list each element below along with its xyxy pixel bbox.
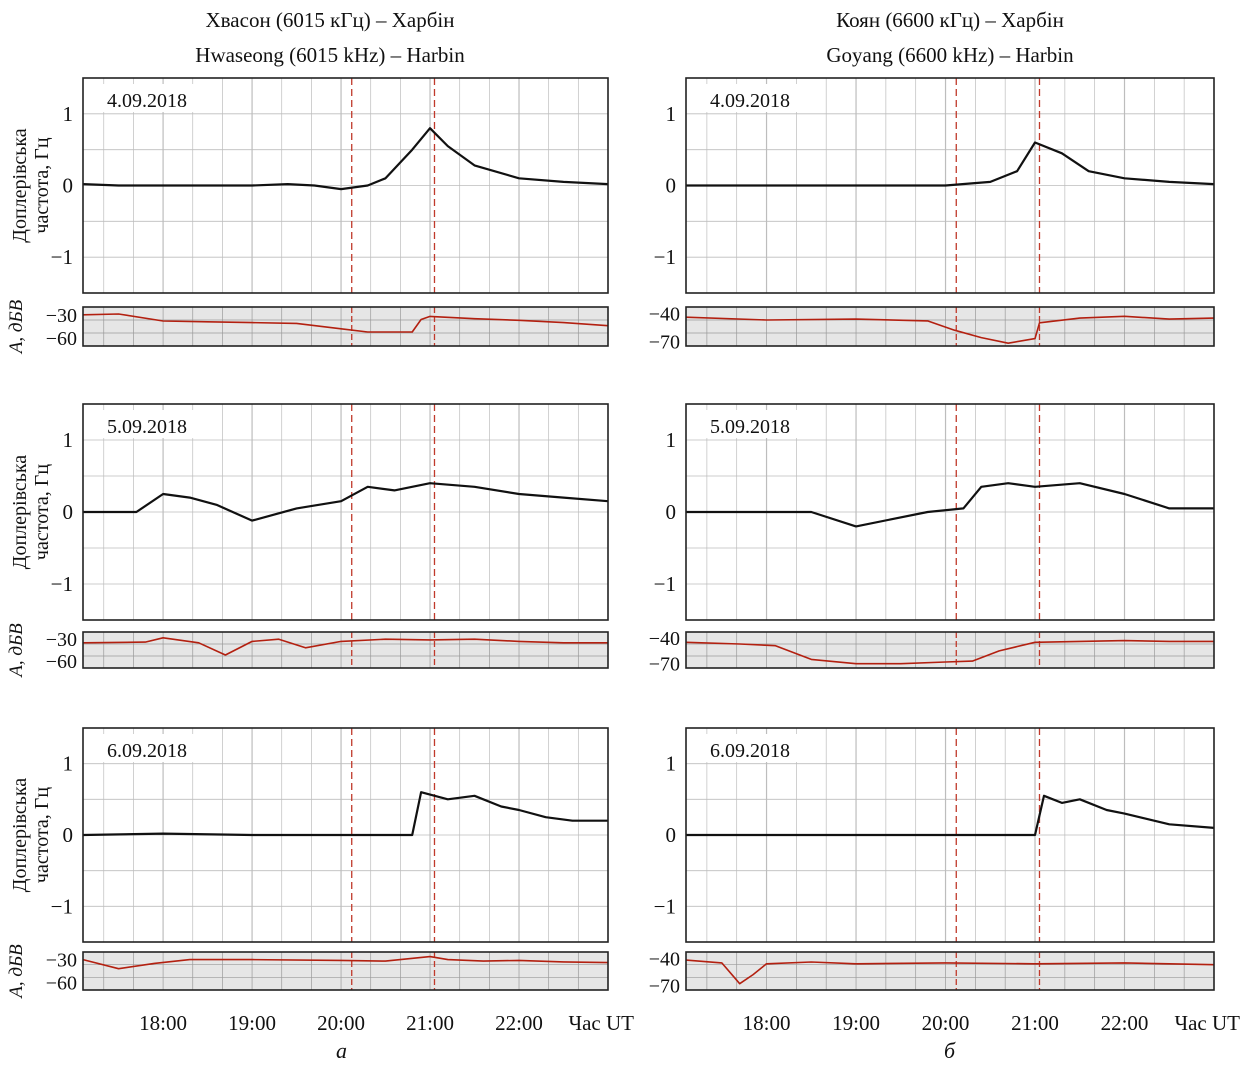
panel-right-1-doppler-tick: 0: [666, 174, 677, 198]
panel-left-3-x-tick: 21:00: [406, 1011, 454, 1035]
right-title-line2: Goyang (6600 kHz) – Harbin: [826, 43, 1074, 67]
panel-right-3-x-tick: 18:00: [743, 1011, 791, 1035]
panel-left-2-date-label: 5.09.2018: [107, 416, 187, 438]
panel-left-1-doppler-tick: −1: [51, 245, 73, 269]
panel-left-3-amp-tick: −30: [46, 950, 77, 972]
panel-right-1-doppler-line: [686, 141, 1215, 187]
panel-left-1-doppler-line: [82, 127, 609, 191]
panel-right-1-amp-frame: [685, 306, 1215, 347]
panel-left-2-amp-line: [82, 636, 608, 656]
panel-right-2-doppler-tick: −1: [654, 572, 676, 596]
panel-right-2-doppler-line: [686, 482, 1214, 528]
panel-left-3-doppler-ylabel-1: Доплерівська: [9, 778, 31, 892]
panel-left-3-amp-tick: −60: [46, 972, 77, 994]
panel-left-1-doppler-ylabel-2: частота, Гц: [31, 137, 53, 233]
panel-right-1-amp-line: [685, 315, 1215, 345]
panel-right-2-amp-line: [685, 639, 1214, 665]
panel-right-1-doppler-tick: −1: [654, 245, 676, 269]
panel-left-2-doppler-frame: [82, 403, 609, 621]
panel-left-1-date-bg: [101, 84, 213, 112]
panel-left-2-date-bg: [101, 410, 213, 438]
panel-left-2-doppler-line: [83, 482, 609, 522]
panel-left-1-amp-frame: [82, 306, 609, 347]
panel-left-1-date-label: 4.09.2018: [107, 90, 187, 112]
panel-left-3-x-tick: 19:00: [228, 1011, 276, 1035]
panel-left-1-doppler-tick: 0: [63, 174, 74, 198]
panel-right-3-x-tick: 22:00: [1101, 1011, 1149, 1035]
panel-right-1-amp-tick: −70: [649, 331, 680, 353]
panel-left-3-doppler-ylabel-2: частота, Гц: [31, 787, 53, 883]
panel-right-3-doppler-tick: 1: [666, 752, 677, 776]
panel-left-3-amp-bg: [83, 952, 608, 990]
panel-right-1-doppler-tick: 1: [666, 102, 677, 126]
panel-right-1-amp-bg: [686, 307, 1214, 346]
panel-left-2-amp-tick: −30: [46, 629, 77, 651]
panel-left-1-amp-tick: −60: [46, 328, 77, 350]
panel-left-1-amp-bg: [83, 307, 608, 346]
panel-left-3-amp-frame: [82, 951, 609, 991]
panel-right-2-date-bg: [704, 410, 816, 438]
panel-right-3-date-label: 6.09.2018: [710, 740, 790, 762]
panel-left-1-doppler-tick: 1: [63, 102, 74, 126]
panel-right-3-x-tick: 19:00: [832, 1011, 880, 1035]
panel-left-2-amp-bg: [83, 632, 608, 668]
panel-right-2-amp-tick: −70: [649, 654, 680, 676]
column-label-left: а: [336, 1038, 347, 1063]
panel-left-2-doppler-ylabel-1: Доплерівська: [9, 455, 31, 569]
panel-left-3-date-label: 6.09.2018: [107, 740, 187, 762]
panel-left-2-doppler-ylabel-2: частота, Гц: [31, 464, 53, 560]
panel-left-2-amp-ylabel: A, дБВ: [6, 623, 27, 679]
panel-left-2-amp-tick: −60: [46, 651, 77, 673]
panel-right-2-doppler-tick: 0: [666, 500, 677, 524]
panel-left-3-x-tick: 18:00: [139, 1011, 187, 1035]
panel-right-1-date-label: 4.09.2018: [710, 90, 790, 112]
right-title-line1: Коян (6600 кГц) – Харбін: [836, 8, 1064, 32]
panel-right-3-doppler-tick: 0: [666, 823, 677, 847]
panel-left-2-doppler-tick: 1: [63, 428, 74, 452]
panel-right-1-date-bg: [704, 84, 816, 112]
panel-left-1-amp-line: [82, 313, 609, 333]
panel-left-3-doppler-line: [82, 791, 608, 837]
panel-left-3-amp-line: [82, 955, 609, 970]
panel-left-2-amp-frame: [82, 631, 609, 669]
left-title-line1: Хвасон (6015 кГц) – Харбін: [205, 8, 455, 32]
panel-left-1-amp-ylabel: A, дБВ: [6, 299, 27, 355]
panel-left-3-date-bg: [101, 734, 213, 762]
left-title-line2: Hwaseong (6015 kHz) – Harbin: [195, 43, 465, 67]
panel-right-2-amp-frame: [685, 631, 1215, 669]
panel-right-1-doppler-frame: [685, 77, 1215, 294]
panel-right-3-amp-frame: [685, 951, 1215, 991]
panel-left-1-doppler-ylabel-1: Доплерівська: [9, 128, 31, 242]
panel-right-3-x-unit: Час UT: [1174, 1011, 1240, 1035]
panel-right-3-doppler-frame: [685, 727, 1215, 943]
panel-left-3-x-unit: Час UT: [568, 1011, 634, 1035]
panel-left-1-amp-tick: −30: [46, 305, 77, 327]
panel-right-2-amp-tick: −40: [649, 628, 680, 650]
panel-left-3-doppler-frame: [82, 727, 609, 943]
panel-right-3-date-bg: [704, 734, 816, 762]
panel-left-3-amp-ylabel: A, дБВ: [6, 944, 27, 1000]
panel-left-3-doppler-tick: −1: [51, 894, 73, 918]
panel-left-3-x-tick: 22:00: [495, 1011, 543, 1035]
panel-left-3-x-tick: 20:00: [317, 1011, 365, 1035]
panel-right-3-amp-bg: [686, 952, 1214, 990]
panel-right-3-amp-tick: −40: [649, 948, 680, 970]
panel-right-3-amp-line: [685, 959, 1215, 985]
column-label-right: б: [944, 1038, 956, 1063]
panel-right-3-x-tick: 20:00: [922, 1011, 970, 1035]
panel-right-3-doppler-line: [686, 794, 1215, 837]
panel-left-2-doppler-tick: 0: [63, 500, 74, 524]
panel-right-3-doppler-tick: −1: [654, 894, 676, 918]
panel-left-3-doppler-tick: 1: [63, 752, 74, 776]
panel-right-2-date-label: 5.09.2018: [710, 416, 790, 438]
panel-right-2-doppler-tick: 1: [666, 428, 677, 452]
panel-right-3-x-tick: 21:00: [1011, 1011, 1059, 1035]
panel-right-2-doppler-frame: [685, 403, 1215, 621]
panel-left-1-doppler-frame: [82, 77, 609, 294]
panel-right-3-amp-tick: −70: [649, 975, 680, 997]
panel-right-1-amp-tick: −40: [649, 304, 680, 326]
panel-left-2-doppler-tick: −1: [51, 572, 73, 596]
panel-left-3-doppler-tick: 0: [63, 823, 74, 847]
